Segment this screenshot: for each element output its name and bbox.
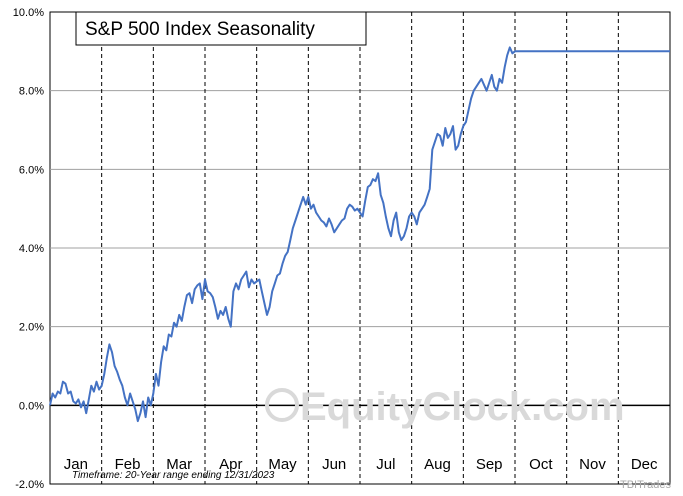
month-label: Apr	[219, 456, 242, 473]
month-label: Nov	[579, 456, 606, 473]
month-label: Jul	[376, 456, 395, 473]
month-label: May	[268, 456, 297, 473]
month-label: Sep	[476, 456, 503, 473]
y-axis-ticks: -2.0% 0.0% 2.0% 4.0% 6.0% 8.0% 10.0%	[13, 7, 44, 491]
y-tick-label: 0.0%	[19, 400, 44, 412]
y-tick-label: 4.0%	[19, 243, 44, 255]
series-line	[49, 46, 670, 423]
x-axis-months: Jan Feb Mar Apr May Jun Jul Aug Sep Oct Nov Dec	[64, 456, 658, 473]
y-tick-label: 2.0%	[19, 322, 44, 334]
timeframe-footnote: Timeframe: 20-Year range ending 12/31/20…	[72, 470, 275, 481]
month-label: Dec	[631, 456, 658, 473]
month-label: Oct	[529, 456, 553, 473]
month-label: Feb	[115, 456, 141, 473]
month-label: Aug	[424, 456, 451, 473]
gridlines	[50, 12, 670, 484]
y-tick-label: 10.0%	[13, 7, 44, 19]
y-tick-label: 8.0%	[19, 86, 44, 98]
chart-title: S&P 500 Index Seasonality	[85, 19, 315, 40]
watermark-small: TBITrades	[620, 479, 671, 491]
month-label: Mar	[166, 456, 192, 473]
y-tick-label: 6.0%	[19, 164, 44, 176]
month-label: Jun	[322, 456, 346, 473]
y-tick-label: -2.0%	[15, 479, 44, 491]
watermark-text: EquityClock.com	[300, 385, 625, 429]
title-box: S&P 500 Index Seasonality	[75, 11, 367, 46]
month-label: Jan	[64, 456, 88, 473]
watermark-copyright-icon	[265, 388, 299, 422]
